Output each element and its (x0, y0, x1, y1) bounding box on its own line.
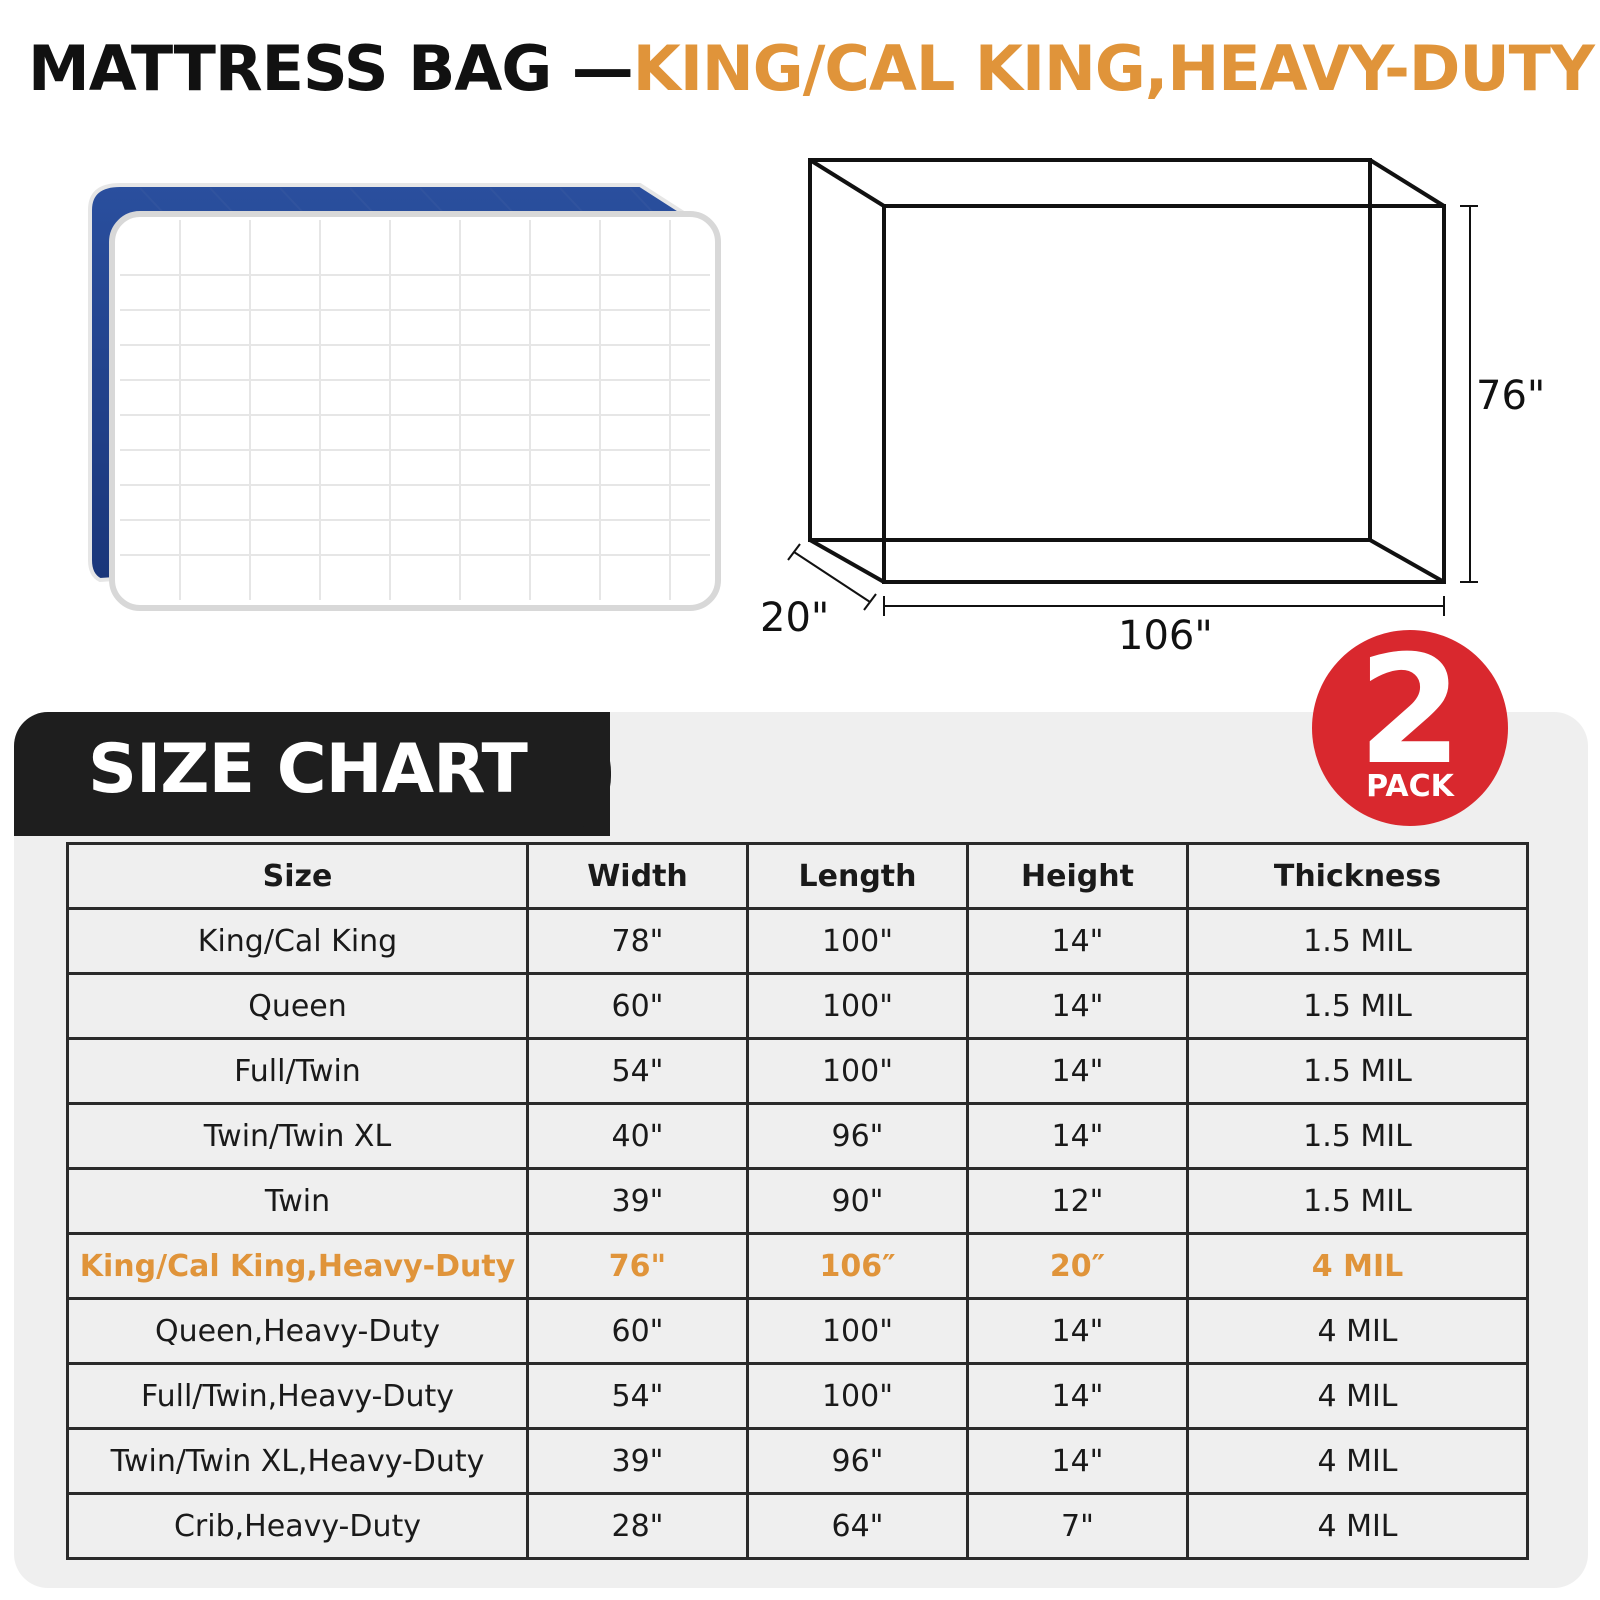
cell-length: 100" (746, 972, 969, 1040)
cell-size: Twin/Twin XL (66, 1102, 529, 1170)
cell-thickness: 4 MIL (1186, 1232, 1529, 1300)
two-pack-badge: 2 PACK (1312, 630, 1508, 826)
cell-length: 100" (746, 1362, 969, 1430)
table-header-row: Size Width Length Height Thickness (66, 842, 1529, 910)
cell-size: Crib,Heavy-Duty (66, 1492, 529, 1560)
table-row: Queen 60" 100" 14" 1.5 MIL (66, 972, 1529, 1040)
badge-number: 2 (1357, 624, 1463, 798)
cell-length: 100" (746, 907, 969, 975)
header-thickness: Thickness (1186, 842, 1529, 910)
cell-length: 100" (746, 1297, 969, 1365)
mattress-illustration (88, 183, 721, 611)
cell-length: 64" (746, 1492, 969, 1560)
size-chart-header-tab (14, 712, 611, 836)
cell-height: 14" (966, 1362, 1189, 1430)
cell-thickness: 4 MIL (1186, 1427, 1529, 1495)
cell-size: Twin/Twin XL,Heavy-Duty (66, 1427, 529, 1495)
cell-length: 106″ (746, 1232, 969, 1300)
cell-size: Full/Twin (66, 1037, 529, 1105)
cell-width: 40" (526, 1102, 749, 1170)
cell-thickness: 1.5 MIL (1186, 907, 1529, 975)
dimension-diagram (787, 158, 1478, 616)
cell-thickness: 1.5 MIL (1186, 1037, 1529, 1105)
cell-width: 54" (526, 1362, 749, 1430)
cell-height: 12" (966, 1167, 1189, 1235)
table-row: Full/Twin 54" 100" 14" 1.5 MIL (66, 1037, 1529, 1105)
title-main: MATTRESS BAG — (28, 32, 634, 105)
cell-size: King/Cal King,Heavy-Duty (66, 1232, 529, 1300)
cell-width: 39" (526, 1427, 749, 1495)
cell-thickness: 1.5 MIL (1186, 1167, 1529, 1235)
header-height: Height (966, 842, 1189, 910)
size-table: Size Width Length Height Thickness King/… (66, 842, 1529, 1560)
page-title: MATTRESS BAG —KING/CAL KING,HEAVY-DUTY (28, 38, 1595, 100)
cell-size: Queen (66, 972, 529, 1040)
header-length: Length (746, 842, 969, 910)
cell-width: 39" (526, 1167, 749, 1235)
cell-thickness: 1.5 MIL (1186, 972, 1529, 1040)
title-highlight: KING/CAL KING,HEAVY-DUTY (632, 32, 1595, 105)
cell-width: 60" (526, 972, 749, 1040)
header-size: Size (66, 842, 529, 910)
cell-height: 14" (966, 907, 1189, 975)
length-dimension-label: 106" (1118, 613, 1213, 659)
cell-width: 78" (526, 907, 749, 975)
size-chart-label: SIZE CHART (88, 730, 528, 809)
header-width: Width (526, 842, 749, 910)
cell-width: 60" (526, 1297, 749, 1365)
cell-height: 14" (966, 1102, 1189, 1170)
cell-width: 28" (526, 1492, 749, 1560)
cell-height: 14" (966, 1427, 1189, 1495)
table-row: Queen,Heavy-Duty 60" 100" 14" 4 MIL (66, 1297, 1529, 1365)
cell-height: 7" (966, 1492, 1189, 1560)
cell-height: 14" (966, 1037, 1189, 1105)
cell-length: 90" (746, 1167, 969, 1235)
table-row: Crib,Heavy-Duty 28" 64" 7" 4 MIL (66, 1492, 1529, 1560)
table-row: Full/Twin,Heavy-Duty 54" 100" 14" 4 MIL (66, 1362, 1529, 1430)
table-row: King/Cal King 78" 100" 14" 1.5 MIL (66, 907, 1529, 975)
table-row-highlighted: King/Cal King,Heavy-Duty 76" 106″ 20″ 4 … (66, 1232, 1529, 1300)
cell-height: 14" (966, 972, 1189, 1040)
badge-word: PACK (1366, 769, 1454, 804)
table-row: Twin/Twin XL,Heavy-Duty 39" 96" 14" 4 MI… (66, 1427, 1529, 1495)
cell-size: Full/Twin,Heavy-Duty (66, 1362, 529, 1430)
cell-width: 76" (526, 1232, 749, 1300)
cell-width: 54" (526, 1037, 749, 1105)
cell-size: Twin (66, 1167, 529, 1235)
depth-dimension-label: 20" (760, 595, 830, 641)
height-dimension-label: 76" (1476, 373, 1546, 419)
cell-size: King/Cal King (66, 907, 529, 975)
cell-thickness: 4 MIL (1186, 1297, 1529, 1365)
table-row: Twin 39" 90" 12" 1.5 MIL (66, 1167, 1529, 1235)
cell-thickness: 4 MIL (1186, 1492, 1529, 1560)
cell-length: 100" (746, 1037, 969, 1105)
cell-size: Queen,Heavy-Duty (66, 1297, 529, 1365)
cell-length: 96" (746, 1102, 969, 1170)
cell-length: 96" (746, 1427, 969, 1495)
cell-height: 14" (966, 1297, 1189, 1365)
cell-height: 20″ (966, 1232, 1189, 1300)
cell-thickness: 1.5 MIL (1186, 1102, 1529, 1170)
table-row: Twin/Twin XL 40" 96" 14" 1.5 MIL (66, 1102, 1529, 1170)
cell-thickness: 4 MIL (1186, 1362, 1529, 1430)
